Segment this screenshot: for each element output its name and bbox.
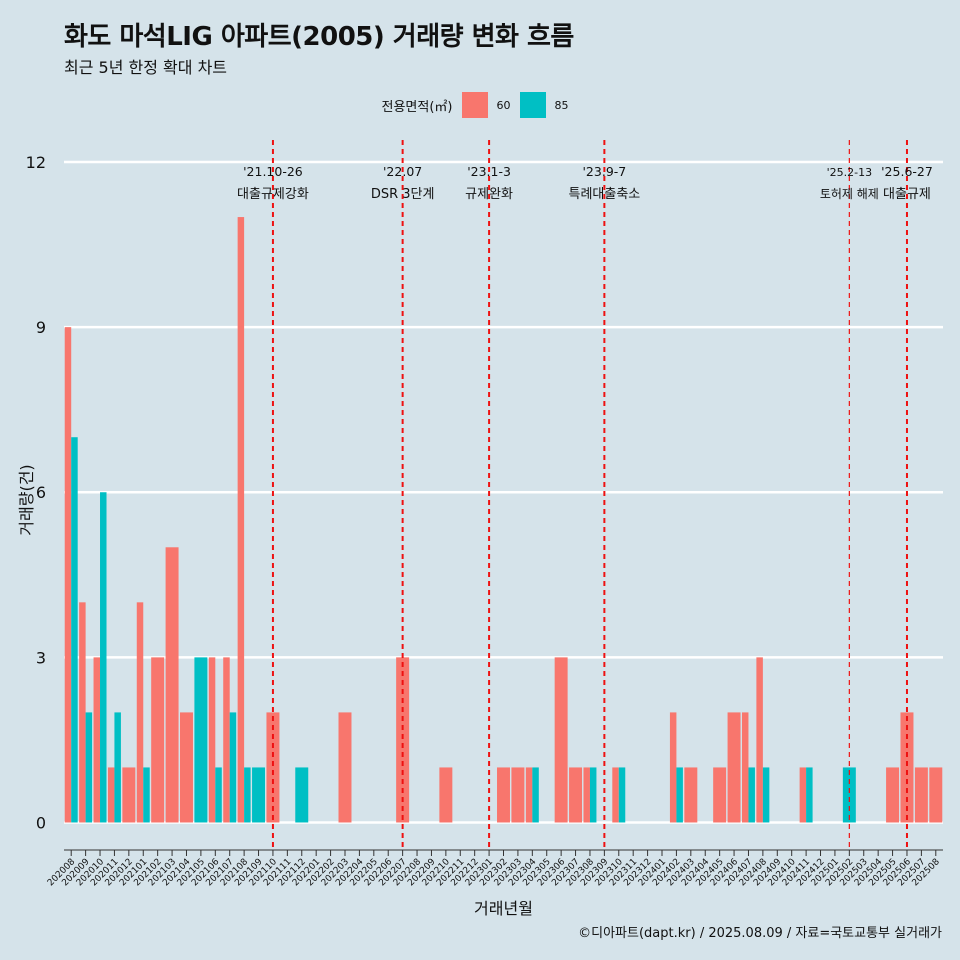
annotation-date: '22.07 [383,164,422,179]
bar-85-202106 [215,767,222,823]
bar-60-202411 [799,767,807,823]
annotation-label: 토허제 해제 [820,187,879,201]
legend-label-85: 85 [554,98,569,112]
bar-60-202505 [886,767,900,823]
annotation-date: '25.6-27 [881,164,933,179]
legend-swatch-60 [462,92,489,118]
bar-85-202304 [532,767,539,823]
y-tick-label: 9 [36,318,46,337]
legend-label-60: 60 [496,98,511,112]
bar-85-202308 [589,767,597,823]
bar-60-202207 [396,657,410,823]
y-axis-title: 거래량(건) [17,464,36,535]
legend-title: 전용면적(㎡) [381,99,453,115]
bar-85-202411 [806,767,813,823]
bar-85-202009 [85,712,93,823]
bar-60-202405 [713,767,727,823]
bar-60-202106 [208,657,216,823]
annotation-date: '21.10-26 [243,164,303,179]
bar-60-202009 [79,602,86,823]
y-tick-label: 6 [36,483,46,502]
bar-60-202102 [151,657,165,823]
chart-title: 화도 마석LIG 아파트(2005) 거래량 변화 흐름 [64,22,574,52]
y-tick-label: 3 [36,648,46,667]
legend-swatch-85 [520,92,547,118]
bar-85-202402 [676,767,683,823]
annotation-label: 규제완화 [465,187,513,202]
bar-60-202107 [223,657,230,823]
bar-60-202506 [900,712,914,823]
bar-60-202011 [107,767,115,823]
bar-85-202310 [618,767,626,823]
bar-85-202008 [71,437,78,823]
bar-60-202012 [122,767,136,823]
bar-60-202403 [684,767,698,823]
bar-85-202407 [748,767,755,823]
y-tick-label: 0 [36,813,46,832]
annotation-date: '23.1-3 [467,164,511,179]
bar-60-202407 [741,712,749,823]
y-tick-label: 12 [26,153,46,172]
annotation-label: 대출규제 [883,187,931,202]
bar-60-202104 [179,712,193,823]
bar-85-202101 [143,767,150,823]
annotation-label: DSR 3단계 [371,187,435,202]
bar-60-202010 [93,657,101,823]
bar-60-202508 [929,767,943,823]
bar-60-202303 [511,767,525,823]
annotation-labels: '21.10-26 대출규제강화 '22.07 DSR 3단계 '23.1-3 규제완화 '… [237,164,933,202]
bar-60-202402 [669,712,677,823]
bar-60-202308 [583,767,590,823]
bar-60-202307 [569,767,583,823]
bar-85-202408 [762,767,770,823]
bar-85-202011 [114,712,121,823]
source-caption: ©디아파트(dapt.kr) / 2025.08.09 / 자료=국토교통부 실… [578,926,942,941]
annotation-label: 특례대출축소 [568,187,640,202]
bar-60-202110 [266,712,280,823]
annotation-date: '25.2-13 [827,166,872,179]
annotation-date: '23.9-7 [583,164,627,179]
bar-60-202108 [237,217,245,823]
bar-60-202304 [525,767,533,823]
bar-85-202108 [244,767,251,823]
bar-60-202408 [756,657,763,823]
bar-85-202010 [100,492,107,823]
chart-subtitle: 최근 5년 한정 확대 차트 [64,58,228,77]
bar-85-202109 [252,767,266,823]
bar-60-202302 [497,767,510,823]
bar-60-202306 [554,657,568,823]
legend: 전용면적(㎡) 60 85 [0,92,960,118]
bar-60-202008 [64,327,72,823]
bars [64,217,943,823]
bar-60-202101 [136,602,144,823]
axes: 0369122020082020092020102020112020122021… [17,153,943,918]
bar-60-202310 [612,767,619,823]
bar-60-202406 [727,712,741,823]
bar-85-202105 [194,657,208,823]
bar-85-202502 [842,767,856,823]
bar-60-202103 [165,547,179,823]
bar-85-202107 [229,712,237,823]
bar-60-202203 [338,712,352,823]
annotation-lines [271,140,908,850]
annotation-label: 대출규제강화 [237,187,309,202]
x-axis-title: 거래년월 [474,899,533,918]
bar-60-202210 [439,767,453,823]
bar-85-202112 [295,767,309,823]
bar-60-202507 [914,767,928,823]
